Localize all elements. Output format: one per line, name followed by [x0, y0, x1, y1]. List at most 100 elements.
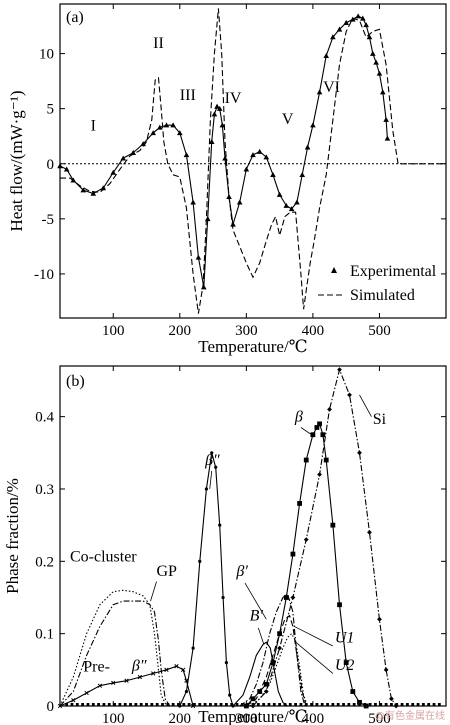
data-point — [323, 457, 329, 463]
data-point — [310, 432, 316, 438]
baseline-point — [342, 703, 345, 706]
baseline-point — [411, 703, 415, 706]
data-point — [130, 149, 137, 155]
data-point — [120, 155, 127, 161]
data-point — [150, 130, 156, 136]
data-point — [317, 421, 322, 427]
baseline-point — [224, 703, 228, 706]
baseline-point — [251, 703, 255, 706]
data-point — [151, 671, 156, 676]
series-b- — [232, 641, 288, 707]
data-point — [294, 199, 300, 205]
data-point — [347, 392, 352, 398]
peak-label: III — [180, 87, 196, 104]
series-- — [243, 421, 369, 709]
peak-label: IV — [225, 90, 242, 107]
y-tick-label: 5 — [47, 102, 55, 118]
peak-label: II — [153, 35, 164, 52]
x-tick-label: 300 — [235, 323, 258, 339]
data-point — [299, 171, 306, 178]
data-point — [320, 432, 326, 438]
curve-label: Si — [373, 411, 387, 428]
baseline-point — [262, 703, 266, 706]
baseline-point — [113, 703, 116, 706]
data-point — [71, 698, 76, 703]
baseline-point — [145, 703, 148, 706]
baseline-point — [283, 703, 287, 706]
series---line — [179, 452, 234, 707]
data-point — [137, 674, 143, 680]
x-axis-label: Temperature/℃ — [198, 707, 307, 725]
baseline-point — [219, 703, 223, 706]
data-point — [183, 152, 190, 158]
data-point — [191, 646, 195, 650]
legend-label-experimental: Experimental — [350, 263, 437, 280]
baseline-point — [107, 703, 111, 706]
data-point — [369, 50, 376, 56]
data-point — [297, 501, 302, 506]
data-point — [243, 166, 250, 172]
data-point — [84, 690, 89, 696]
baseline-point — [161, 703, 164, 706]
data-point — [97, 683, 103, 688]
data-point — [214, 465, 218, 469]
baseline-point — [240, 703, 244, 706]
baseline-point — [320, 703, 324, 706]
data-point — [277, 645, 283, 651]
data-point — [195, 254, 202, 260]
data-point — [363, 22, 369, 28]
label-leader-line — [294, 640, 334, 674]
data-point — [373, 59, 379, 65]
data-point — [314, 425, 320, 430]
y-tick-label: -10 — [34, 267, 54, 283]
x-tick-label: 200 — [169, 323, 192, 339]
data-point — [190, 199, 196, 205]
curve-label: β″ — [131, 658, 147, 675]
curve-label: U1 — [335, 629, 355, 646]
data-point — [214, 103, 220, 109]
x-tick-label: 400 — [302, 323, 325, 339]
label-leader-line — [244, 582, 267, 620]
data-point — [323, 52, 330, 59]
baseline-point — [102, 703, 106, 706]
x-tick-label: 500 — [368, 323, 391, 339]
baseline-point — [81, 703, 85, 706]
baseline-point — [97, 703, 100, 706]
baseline-point — [171, 703, 175, 706]
baseline-point — [363, 703, 367, 706]
y-axis-label: Phase fraction/% — [3, 478, 22, 594]
series-experimental — [57, 13, 391, 290]
baseline-point — [374, 703, 377, 706]
data-point — [57, 703, 63, 709]
plot-frame — [59, 3, 447, 319]
baseline-point — [177, 703, 180, 706]
data-point — [330, 522, 336, 528]
baseline-point — [299, 703, 303, 706]
baseline-point — [384, 703, 388, 706]
baseline-point — [304, 703, 308, 706]
data-point — [222, 155, 228, 161]
baseline-point — [65, 703, 69, 706]
data-point — [124, 678, 129, 683]
series---line — [239, 592, 306, 707]
legend-marker-experimental — [331, 267, 337, 273]
data-point — [310, 122, 316, 128]
baseline-point — [123, 703, 127, 706]
data-point — [250, 152, 256, 158]
baseline-point — [432, 703, 436, 706]
data-point — [350, 689, 356, 694]
data-point — [218, 523, 222, 527]
baseline-point — [118, 703, 122, 706]
data-point — [210, 451, 214, 455]
baseline-point — [235, 703, 239, 706]
baseline-point — [198, 703, 202, 706]
data-point — [283, 595, 289, 600]
curve-label: GP — [157, 563, 178, 580]
x-axis-label: Temperature/℃ — [198, 337, 307, 356]
baseline-point — [129, 703, 132, 706]
series-co-cluster-line — [59, 589, 167, 707]
y-axis-label: Heat flow/(mW·g⁻¹) — [7, 90, 26, 231]
baseline-point — [331, 703, 335, 706]
data-point — [90, 190, 97, 196]
